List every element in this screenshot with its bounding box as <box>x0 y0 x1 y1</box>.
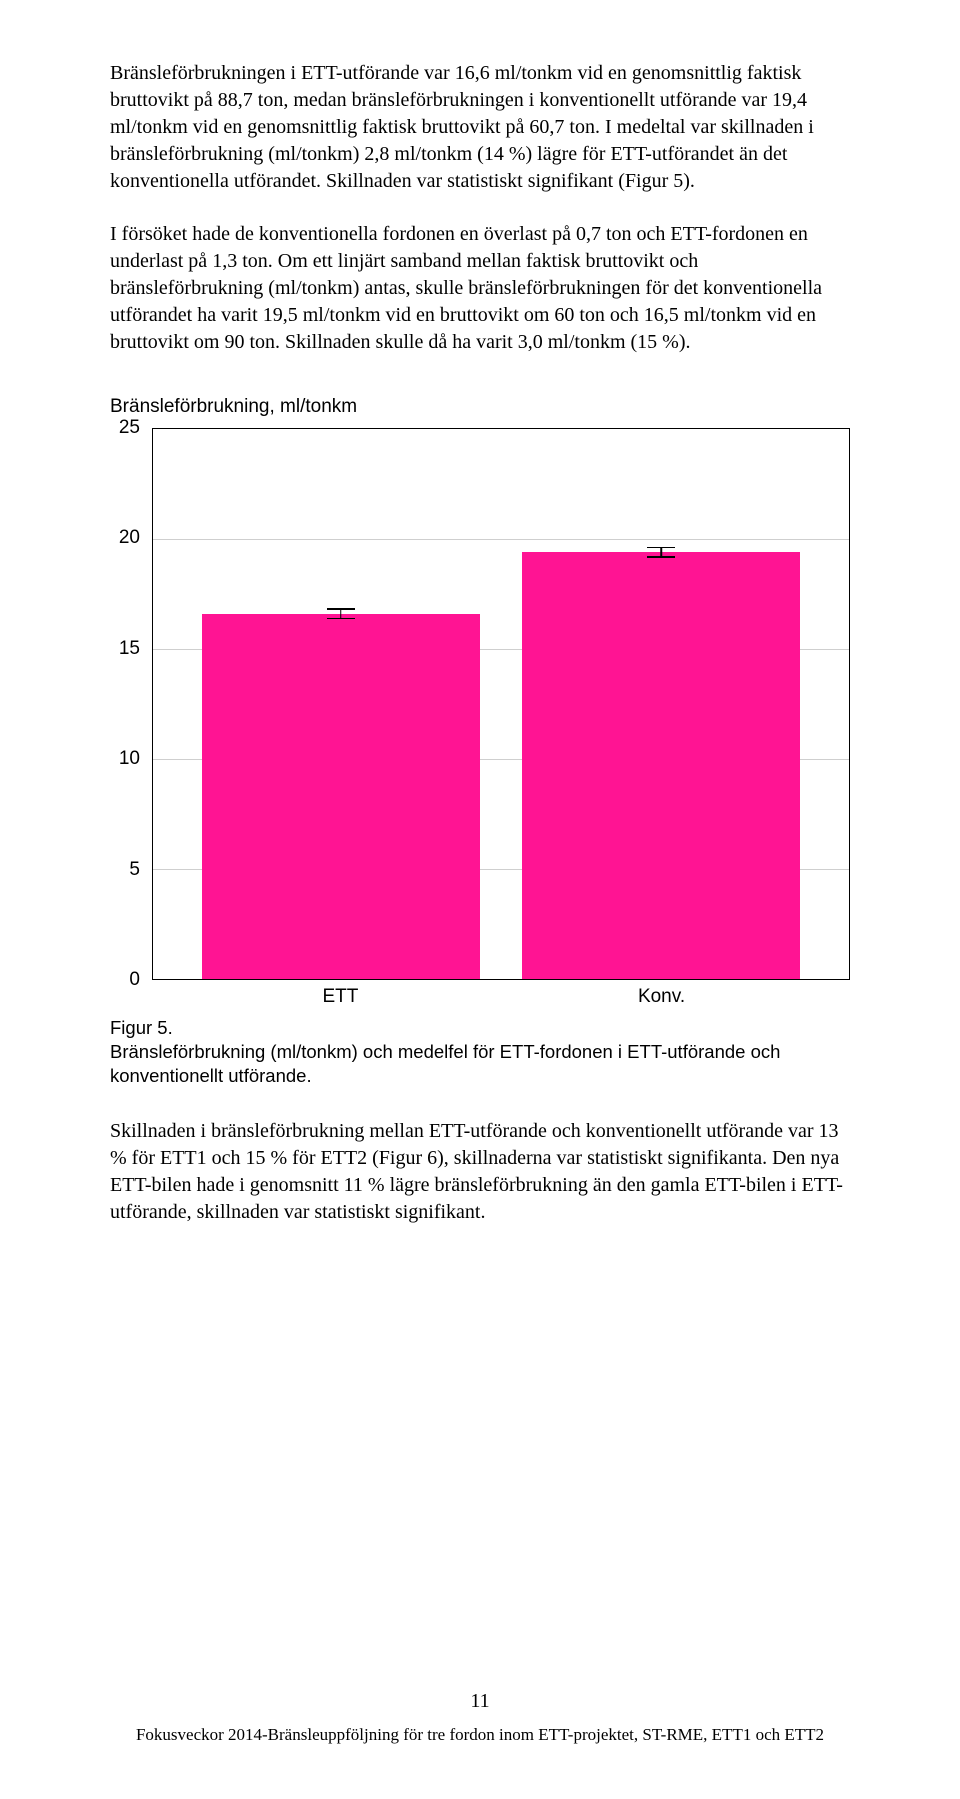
error-bar <box>647 547 675 558</box>
y-tick-label: 10 <box>119 748 140 770</box>
page-number: 11 <box>0 1690 960 1713</box>
footer-text: Fokusveckor 2014-Bränsleuppföljning för … <box>0 1725 960 1745</box>
figure-caption: Figur 5. Bränsleförbrukning (ml/tonkm) o… <box>110 1016 850 1088</box>
y-tick-label: 25 <box>119 417 140 439</box>
y-tick-label: 15 <box>119 638 140 660</box>
chart-title: Bränsleförbrukning, ml/tonkm <box>110 396 850 418</box>
y-tick-label: 20 <box>119 527 140 549</box>
bar <box>202 614 480 979</box>
figure-caption-text: Bränsleförbrukning (ml/tonkm) och medelf… <box>110 1041 780 1086</box>
paragraph-2: I försöket hade de konventionella fordon… <box>110 221 850 356</box>
x-axis-labels: ETT Konv. <box>152 984 850 1008</box>
paragraph-3: Skillnaden i bränsleförbrukning mellan E… <box>110 1118 850 1226</box>
y-tick-label: 5 <box>129 859 140 881</box>
y-axis: 0510152025 <box>110 428 146 1008</box>
plot-area <box>152 428 850 980</box>
x-tick-label: ETT <box>323 986 359 1008</box>
bar-chart: 0510152025 ETTKonv. <box>110 428 850 1008</box>
x-tick-label: Konv. <box>638 986 685 1008</box>
grid-line <box>153 539 849 540</box>
figure-label: Figur 5. <box>110 1017 173 1038</box>
bar <box>522 552 800 979</box>
error-bar <box>327 608 355 619</box>
paragraph-1: Bränsleförbrukningen i ETT-utförande var… <box>110 60 850 195</box>
y-tick-label: 0 <box>129 969 140 991</box>
